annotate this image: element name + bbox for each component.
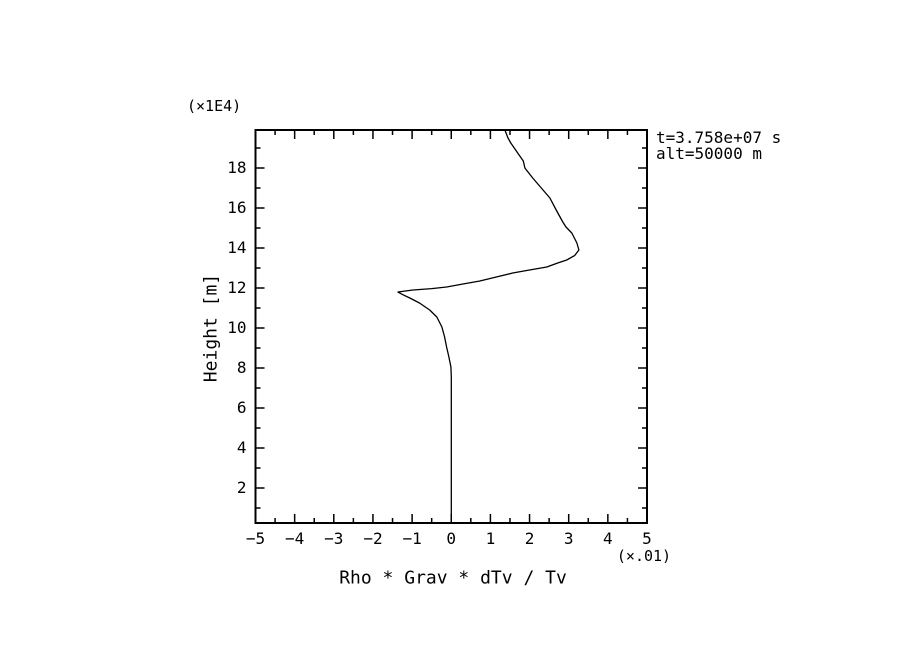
y-tick-label: 2 <box>237 478 247 497</box>
x-tick-label: −3 <box>324 529 343 548</box>
y-axis-scale-note: (×1E4) <box>187 97 242 115</box>
y-axis-title: Height [m] <box>200 273 222 383</box>
y-tick-label: 18 <box>227 158 246 177</box>
y-tick-label: 14 <box>227 238 246 257</box>
x-tick-label: −1 <box>402 529 421 548</box>
y-tick-label: 10 <box>227 318 246 337</box>
x-tick-label: 2 <box>525 529 535 548</box>
y-tick-label: 4 <box>237 438 247 457</box>
x-axis-scale-note: (×.01) <box>616 547 672 565</box>
x-axis-title: Rho * Grav * dTv / Tv <box>339 567 567 589</box>
annotation-block: t=3.758e+07 s alt=50000 m <box>656 130 781 162</box>
y-tick-label: 8 <box>237 358 247 377</box>
altitude-annotation: alt=50000 m <box>656 144 762 163</box>
x-tick-label: 0 <box>446 529 456 548</box>
y-tick-label: 16 <box>227 198 246 217</box>
profile-curve <box>397 129 580 523</box>
y-tick-label: 6 <box>237 398 247 417</box>
x-tick-label: 4 <box>603 529 613 548</box>
x-tick-label: 1 <box>486 529 496 548</box>
x-tick-label: 3 <box>564 529 574 548</box>
y-tick-label: 12 <box>227 278 246 297</box>
x-tick-label: −5 <box>246 529 265 548</box>
time-annotation: t=3.758e+07 s <box>656 128 782 147</box>
x-tick-label: −2 <box>363 529 382 548</box>
x-tick-label: −4 <box>285 529 304 548</box>
x-tick-label: 5 <box>642 529 652 548</box>
